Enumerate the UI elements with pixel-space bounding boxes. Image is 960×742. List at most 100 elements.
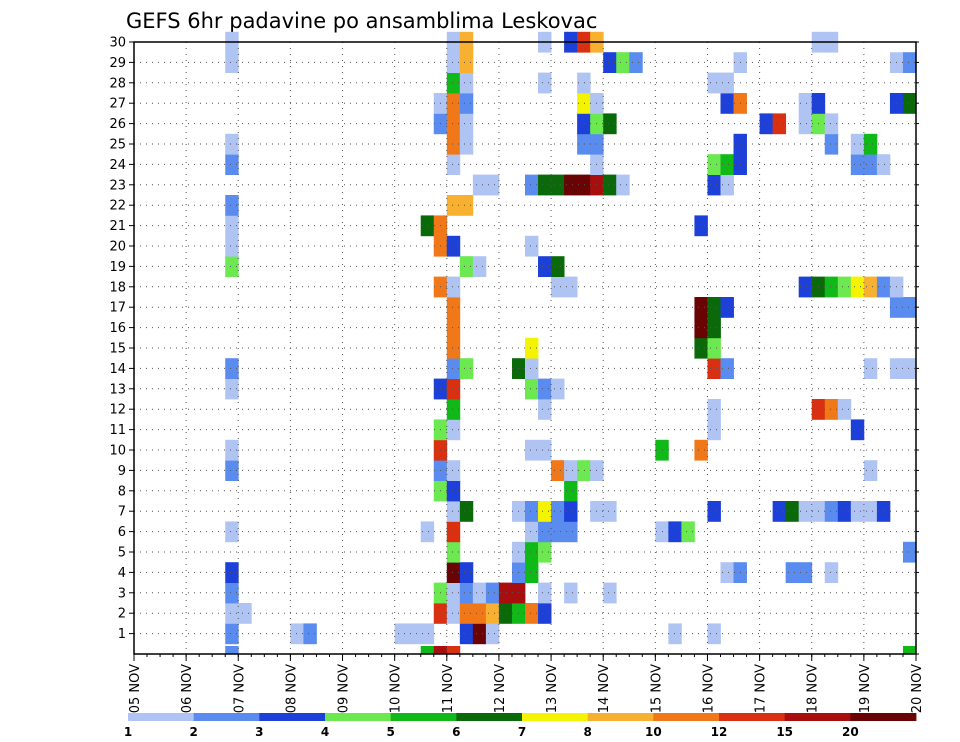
heatmap-cell-m25-s24 [446,133,461,155]
heatmap-cell-m14-s56 [863,358,878,379]
heatmap-cell-m26-s25 [459,113,474,135]
heatmap-cell-m11-s44 [707,419,721,441]
heatmap-cell-m18-s33 [564,276,578,298]
heatmap-cell-m15-s30 [525,337,539,359]
heatmap-cell-m11-s24 [446,419,461,441]
heatmap-cell-m28-s45 [720,72,734,94]
heatmap-cell-m14-s44 [707,358,721,379]
heatmap-cell-m7-s53 [824,501,839,522]
heatmap-cell-m7-s30 [525,501,539,522]
heatmap-cell-m4-s45 [720,562,734,583]
y-tick-label: 21 [109,219,126,234]
heatmap-cell-m11-s55 [850,419,865,441]
heatmap-cell-m8-s33 [564,480,578,502]
chart-title: GEFS 6hr padavine po ansamblima Leskovac [126,9,597,33]
heatmap-cell-m6-s7 [225,521,239,543]
heatmap-cell-m2-s27 [485,603,500,624]
heatmap-cell-m4-s25 [459,562,474,583]
y-tick-label: 1 [118,627,126,642]
heatmap-cell-m23-s31 [538,174,552,196]
heatmap-cell-m3-s7 [225,582,239,604]
heatmap-cell-m28-s34 [577,72,591,94]
heatmap-cell-m3-s28 [498,582,513,604]
colorbar-segment [193,713,260,721]
heatmap-cell-m1-s22 [420,623,435,645]
heatmap-cell-m20-s30 [525,235,539,257]
heatmap-cell-m27-s59 [902,93,917,114]
heatmap-cell-m12-s44 [707,399,721,420]
heatmap-cell-m0-s23 [433,646,448,655]
heatmap-cell-m20-s24 [446,235,461,257]
y-tick-label: 27 [109,97,126,112]
grid-lines [134,41,917,654]
heatmap-cell-m17-s24 [446,297,461,318]
heatmap-cell-m3-s36 [603,582,617,604]
x-tick-label: 14 NOV [597,664,612,713]
heatmap-cell-m29-s7 [225,52,239,73]
heatmap-cell-m13-s7 [225,378,239,400]
heatmap-cell-m7-s33 [564,501,578,522]
heatmap-cell-m17-s59 [902,297,917,318]
y-tick-label: 16 [109,321,126,336]
heatmap-cell-m21-s22 [420,215,435,237]
heatmap-cell-m1-s20 [394,623,409,645]
heatmap-cell-m7-s49 [772,501,787,522]
y-tick-label: 5 [118,546,126,561]
y-tick-label: 4 [118,566,126,581]
heatmap-cell-m18-s56 [863,276,878,298]
x-tick-label: 06 NOV [180,664,195,713]
heatmap-cells [225,31,917,655]
colorbar-label: 20 [842,725,859,739]
colorbar-segment [850,713,917,721]
heatmap-cell-m24-s45 [720,154,734,175]
heatmap-cell-m7-s54 [837,501,852,522]
heatmap-cell-m23-s36 [603,174,617,196]
heatmap-cell-m28-s24 [446,72,461,94]
heatmap-cell-m25-s55 [850,133,865,155]
colorbar-segment [522,713,589,721]
x-tick-label: 12 NOV [493,664,508,713]
heatmap-cell-m3-s27 [485,582,500,604]
heatmap-cell-m19-s32 [551,256,565,277]
heatmap-cell-m1-s12 [290,623,304,645]
heatmap-cell-m1-s7 [225,623,239,645]
y-tick-label: 22 [109,199,126,214]
x-axis-ticks: 05 NOV 06 NOV 07 NOV 08 NOV 09 NOV 10 NOV 11 N… [128,654,925,713]
heatmap-cell-m4-s50 [785,562,800,583]
y-tick-label: 15 [109,342,126,357]
heatmap-cell-m0-s22 [420,646,435,655]
heatmap-cell-m7-s57 [876,501,891,522]
heatmap-cell-m18-s32 [551,276,565,298]
y-tick-label: 28 [109,76,126,91]
heatmap-cell-m18-s53 [824,276,839,298]
colorbar-label: 4 [321,725,329,739]
heatmap-cell-m6-s30 [525,521,539,543]
heatmap-cell-m25-s25 [459,133,474,155]
heatmap-cell-m3-s33 [564,582,578,604]
heatmap-cell-m23-s26 [472,174,487,196]
y-tick-label: 26 [109,117,126,132]
heatmap-cell-m4-s30 [525,562,539,583]
heatmap-cell-m18-s51 [798,276,813,298]
heatmap-cell-m10-s30 [525,439,539,461]
heatmap-cell-m5-s30 [525,541,539,563]
heatmap-cell-m23-s30 [525,174,539,196]
heatmap-cell-m15-s24 [446,337,461,359]
x-tick-label: 16 NOV [701,664,716,713]
heatmap-cell-m16-s43 [694,317,708,339]
heatmap-cell-m24-s55 [850,154,865,175]
heatmap-cell-m19-s25 [459,256,474,277]
x-tick-label: 17 NOV [754,664,769,713]
heatmap-cell-m2-s26 [472,603,487,624]
heatmap-cell-m4-s53 [824,562,839,583]
colorbar-segment [719,713,786,721]
heatmap-cell-m12-s24 [446,399,461,420]
heatmap-cell-m1-s13 [303,623,317,645]
colorbar-label: 15 [776,725,793,739]
heatmap-cell-m9-s56 [863,460,878,481]
heatmap-cell-m17-s43 [694,297,708,318]
heatmap-cell-m14-s24 [446,358,461,379]
heatmap-cell-m25-s56 [863,133,878,155]
colorbar-label: 5 [386,725,394,739]
colorbar-segment [325,713,392,721]
